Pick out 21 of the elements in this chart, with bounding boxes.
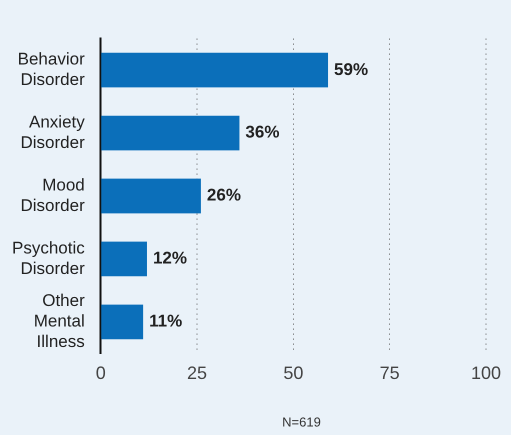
text: N=619: [282, 414, 321, 430]
y-tick-label: Behavior Disorder: [18, 50, 86, 89]
data-label: 12%: [152, 248, 188, 268]
x-tick-label: 75: [380, 363, 400, 384]
x-tick-label: 0: [96, 363, 106, 384]
bar: [101, 52, 328, 88]
data-label: 26%: [206, 186, 241, 205]
bar: [101, 116, 240, 150]
y-tick-label: Psychotic Disorder: [12, 238, 86, 278]
y-tick-label: Other Mental Illness: [34, 291, 86, 352]
bar: [101, 178, 201, 214]
y-tick-label: Mood Disorder: [20, 175, 86, 215]
data-label: 59%: [334, 60, 368, 79]
x-tick-label: 100: [470, 363, 502, 384]
data-label: 11%: [149, 312, 182, 331]
x-tick-label: 50: [283, 363, 304, 384]
y-tick-label: Anxiety Disorder: [20, 112, 86, 152]
bar: [101, 304, 144, 340]
data-label: 36%: [245, 122, 280, 142]
bar: [101, 242, 147, 276]
x-tick-label: 25: [187, 363, 208, 384]
